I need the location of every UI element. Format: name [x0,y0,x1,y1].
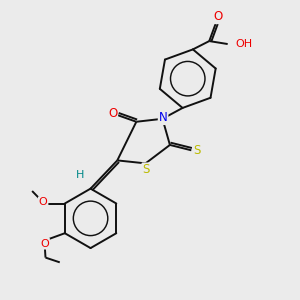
Text: O: O [40,238,49,249]
Text: S: S [142,164,150,176]
Text: OH: OH [236,39,253,49]
Text: O: O [108,107,117,120]
Text: N: N [159,111,167,124]
Text: H: H [76,170,84,180]
Text: S: S [193,144,200,157]
Text: O: O [39,197,47,207]
Text: O: O [214,10,223,23]
